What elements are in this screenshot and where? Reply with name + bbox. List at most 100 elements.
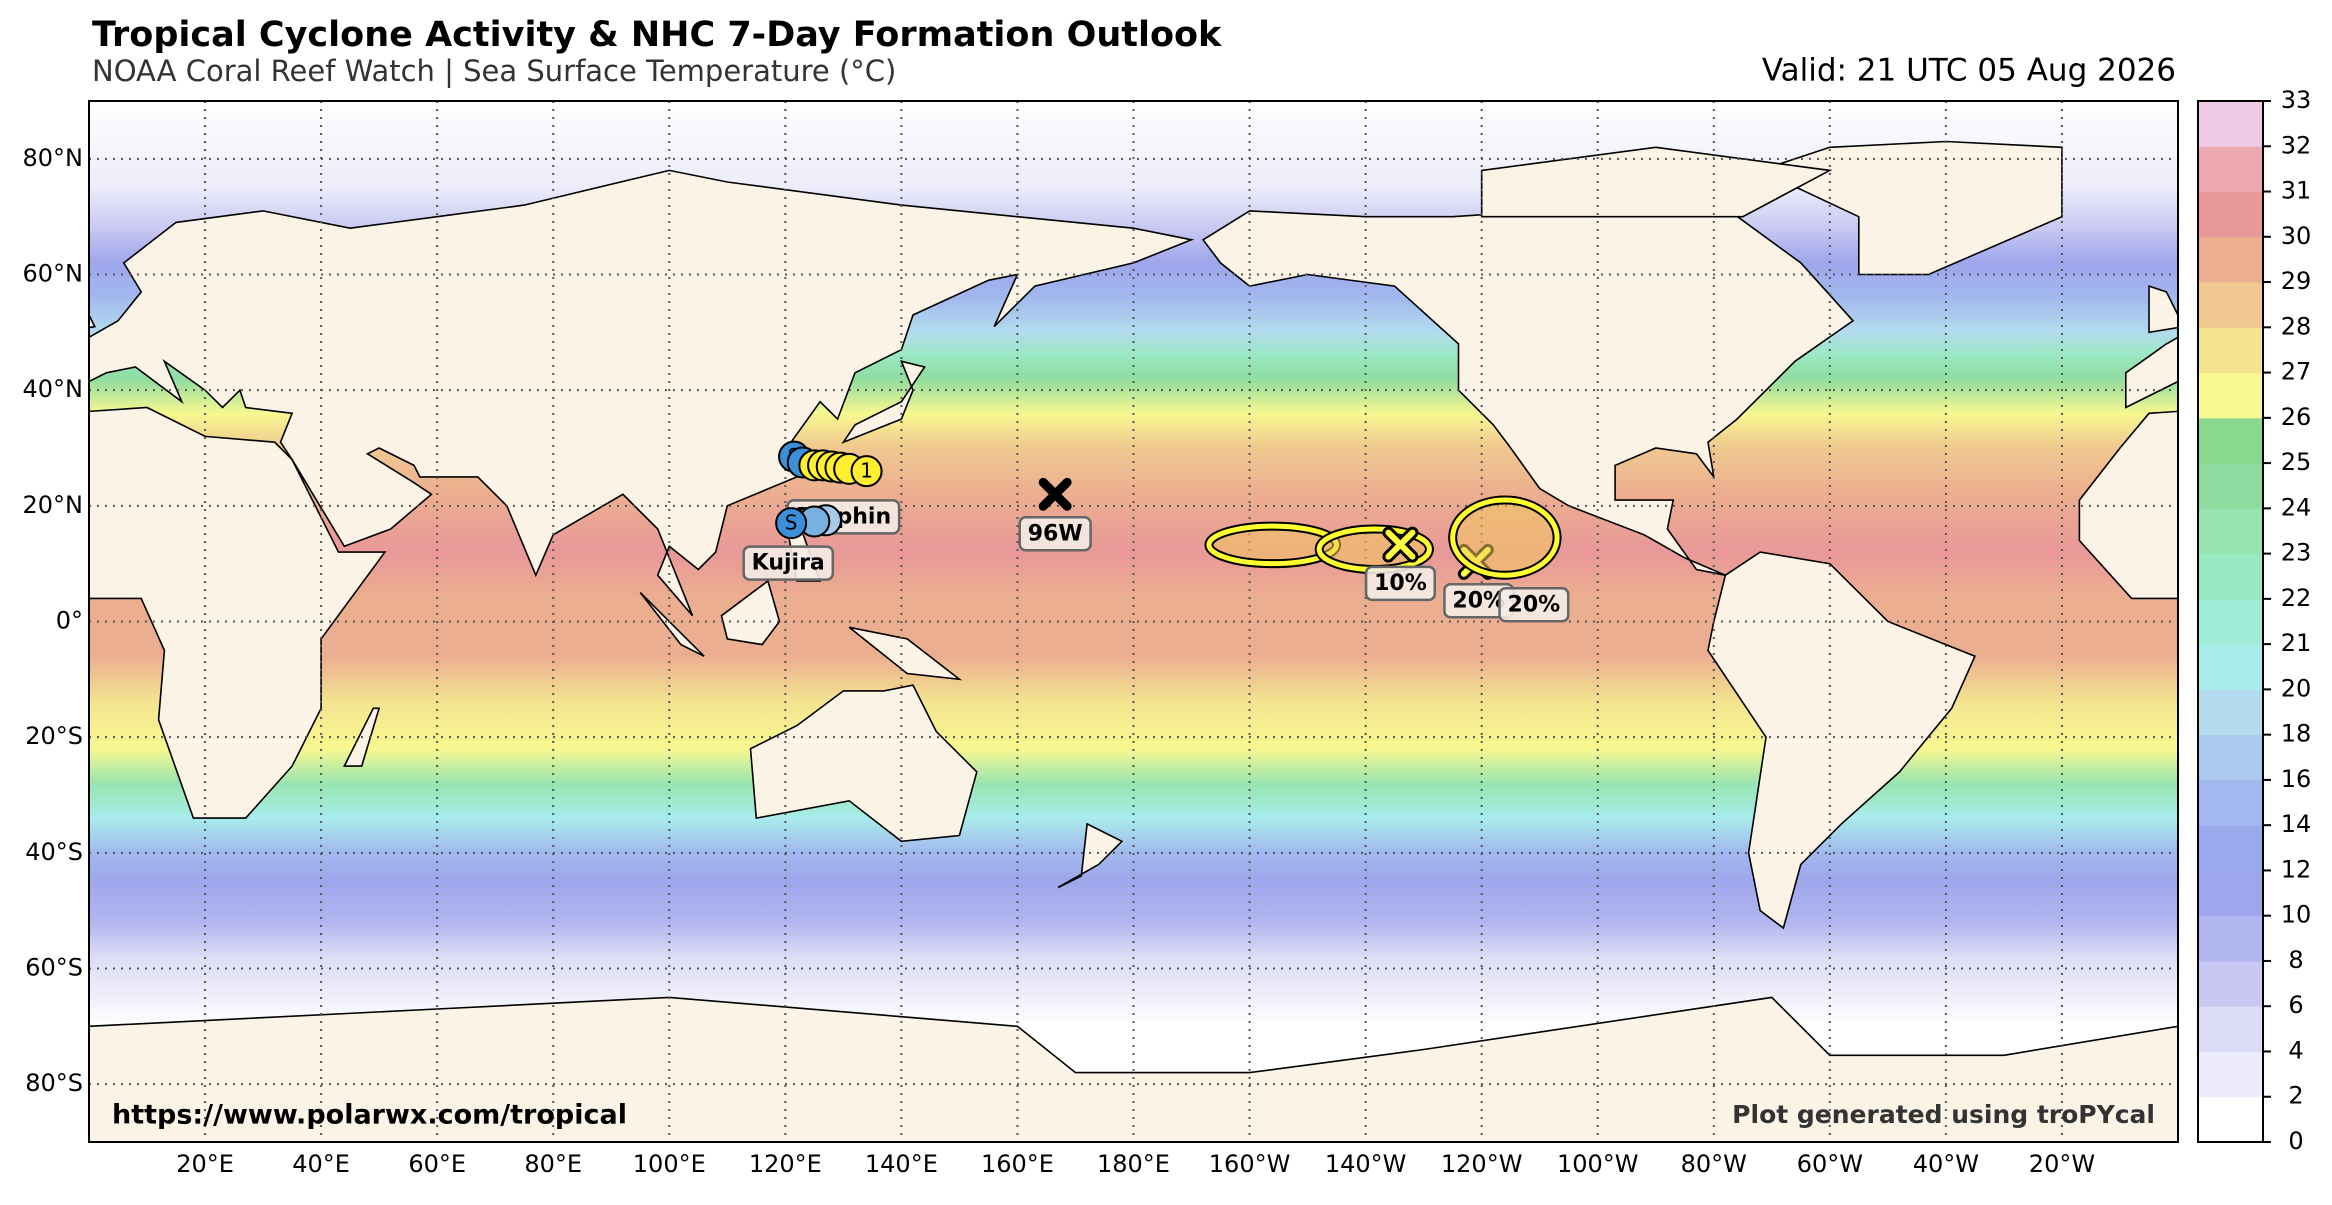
label-box [1364, 565, 1437, 602]
colorbar-segment [2198, 1051, 2263, 1098]
colorbar-segment [2198, 779, 2263, 826]
lon-tick-label: 20°E [176, 1150, 234, 1178]
colorbar-tick-label: 6 [2288, 991, 2303, 1019]
colorbar-tick-label: 16 [2281, 765, 2312, 793]
colorbar-tick-label: 18 [2281, 720, 2312, 748]
colorbar-segment [2198, 282, 2263, 328]
landmass [89, 313, 97, 329]
invest-label: 96W [1018, 516, 1092, 552]
colorbar-tick-label: 24 [2281, 493, 2312, 521]
colorbar-segment [2198, 417, 2263, 464]
landmass [2078, 410, 2178, 600]
landmass [1201, 198, 1855, 576]
colorbar-tick-label: 33 [2281, 86, 2312, 114]
colorbar-tick-label: 23 [2281, 539, 2312, 567]
outlook-label: 20% [1443, 583, 1515, 619]
colorbar-tick-label: 25 [2281, 448, 2312, 476]
lon-tick-label: 20°W [2029, 1150, 2095, 1178]
label-box [1018, 516, 1092, 552]
track-point [775, 507, 808, 540]
lon-tick-label: 160°W [1209, 1150, 1291, 1178]
colorbar-segment [2198, 825, 2263, 871]
colorbar-segment [2198, 463, 2263, 509]
outlook-label-text: 10% [1374, 571, 1427, 596]
track-point-label: S [785, 511, 798, 535]
colorbar-segment [2198, 553, 2263, 600]
landmass [2148, 284, 2178, 334]
track-point [850, 455, 883, 488]
colorbar-tick-label: 21 [2281, 629, 2312, 657]
colorbar-segment [2198, 236, 2263, 283]
lon-tick-label: 60°W [1797, 1150, 1863, 1178]
colorbar-segment [2198, 146, 2263, 193]
colorbar-segment [2198, 734, 2263, 781]
lon-tick-label: 80°E [524, 1150, 582, 1178]
colorbar-tick-label: 4 [2288, 1036, 2303, 1064]
lon-tick-label: 160°E [981, 1150, 1054, 1178]
colorbar-tick-label: 26 [2281, 403, 2312, 431]
colorbar-segment [2198, 1096, 2263, 1143]
title: Tropical Cyclone Activity & NHC 7-Day Fo… [92, 15, 1222, 55]
landmass [1057, 822, 1124, 889]
colorbar-segment [2198, 644, 2263, 690]
colorbar-tick-label: 27 [2281, 358, 2312, 386]
outlook-label-text: 20% [1452, 588, 1505, 613]
colorbar-tick-label: 29 [2281, 267, 2312, 295]
valid-time: Valid: 21 UTC 05 Aug 2026 [1762, 53, 2176, 89]
lat-tick-label: 20°S [25, 722, 83, 750]
storm-label-text: Kujira [752, 551, 825, 576]
colorbar-tick-label: 20 [2281, 674, 2312, 702]
colorbar-segment [2198, 870, 2263, 917]
graticule [89, 101, 2178, 1142]
colorbar-tick-label: 0 [2288, 1127, 2303, 1155]
landmass [841, 360, 926, 444]
map: 10%20%20%96WS1DolphinSKujira [89, 101, 2178, 1142]
colorbar-segment [2198, 689, 2263, 736]
lon-tick-label: 40°W [1913, 1150, 1979, 1178]
outlook-label-text: 20% [1508, 592, 1561, 617]
landmass [1707, 551, 1976, 930]
lon-tick-label: 40°E [292, 1150, 350, 1178]
colorbar-tick-label: 12 [2281, 855, 2312, 883]
map-frame [88, 100, 2179, 1143]
track-point-label: 1 [860, 459, 873, 483]
colorbar: 0246810121416182021222324252627282930313… [2197, 86, 2312, 1155]
lat-tick-label: 0° [56, 607, 83, 635]
colorbar-tick-label: 10 [2281, 901, 2312, 929]
colorbar-segment [2198, 327, 2263, 374]
invest-x [1038, 477, 1072, 511]
lat-tick-label: 40°S [25, 838, 83, 866]
label-box [742, 545, 835, 581]
colorbar-tick-label: 32 [2281, 131, 2312, 159]
outlook-area-edge [1450, 497, 1560, 578]
lat-tick-label: 20°N [23, 491, 84, 519]
colorbar-segment [2198, 1006, 2263, 1052]
colorbar-tick-label: 8 [2288, 946, 2303, 974]
lat-tick-label: 60°S [25, 954, 83, 982]
colorbar-segment [2198, 915, 2263, 962]
subtitle: NOAA Coral Reef Watch | Sea Surface Temp… [92, 54, 896, 88]
outlook-label: 20% [1498, 587, 1570, 623]
land [89, 140, 2178, 1142]
lon-tick-label: 60°E [408, 1150, 466, 1178]
colorbar-segment [2198, 598, 2263, 645]
lon-tick-label: 140°W [1325, 1150, 1407, 1178]
colorbar-tick-label: 28 [2281, 312, 2312, 340]
colorbar-tick-label: 31 [2281, 177, 2312, 205]
invest-label-text: 96W [1028, 521, 1083, 546]
landmass [749, 684, 978, 843]
lat-tick-label: 60°N [23, 260, 84, 288]
outlook-x [1385, 529, 1416, 560]
colorbar-segment [2198, 372, 2263, 419]
landmass [89, 406, 387, 819]
lon-tick-label: 180°E [1097, 1150, 1170, 1178]
label-box [1498, 587, 1570, 623]
colorbar-tick-label: 2 [2288, 1082, 2303, 1110]
colorbar-tick-label: 30 [2281, 222, 2312, 250]
landmass [639, 592, 705, 657]
lon-tick-label: 80°W [1681, 1150, 1747, 1178]
colorbar-tick-label: 22 [2281, 584, 2312, 612]
storm-label: Kujira [742, 545, 835, 581]
landmass [848, 626, 963, 681]
